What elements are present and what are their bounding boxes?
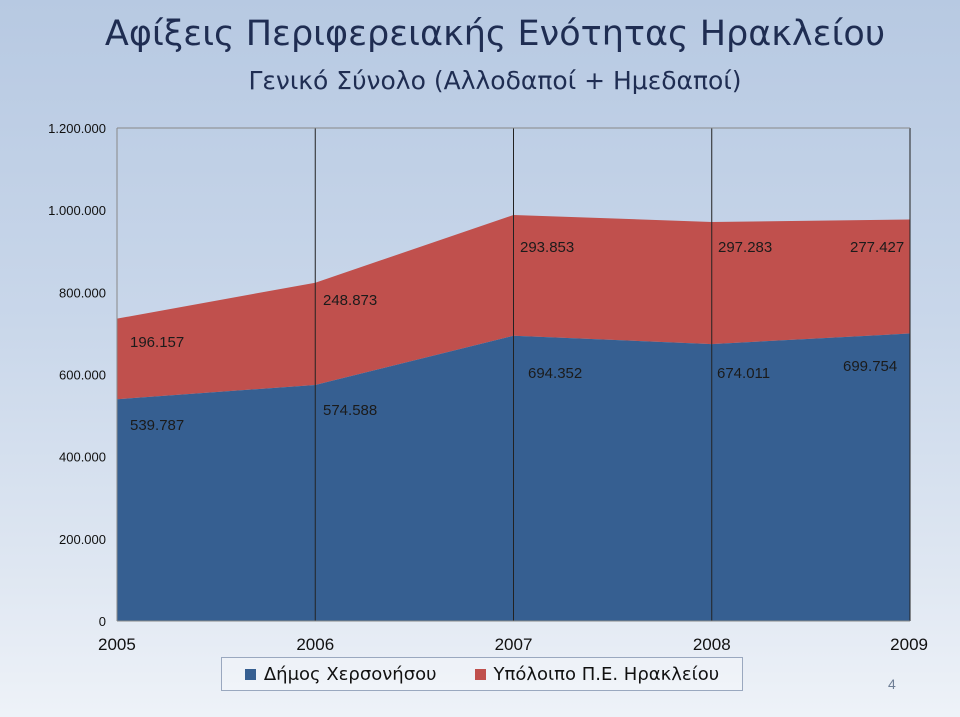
- legend-item-series-1: Δήμος Χερσονήσου: [244, 663, 437, 685]
- data-label-series-2: 196.157: [130, 334, 184, 351]
- data-label-series-2: 277.427: [850, 239, 904, 256]
- data-label-series-2: 297.283: [718, 239, 772, 256]
- data-label-series-1: 674.011: [717, 365, 770, 382]
- data-label-series-2: 248.873: [323, 292, 377, 309]
- legend-swatch-series-1: [244, 668, 256, 680]
- data-label-series-1: 694.352: [528, 365, 582, 382]
- y-tick-label: 600.000: [59, 368, 106, 383]
- y-tick-label: 800.000: [59, 285, 106, 300]
- chart-title: Αφίξεις Περιφερειακής Ενότητας Ηρακλείου: [104, 14, 886, 54]
- legend-swatch-series-2: [474, 668, 486, 680]
- y-tick-label: 200.000: [59, 532, 106, 547]
- chart-legend: Δήμος Χερσονήσου Υπόλοιπο Π.Ε. Ηρακλείου: [221, 657, 743, 691]
- page-number: 4: [888, 676, 896, 692]
- x-tick-label: 2009: [890, 635, 928, 654]
- data-label-series-1: 574.588: [323, 402, 377, 419]
- data-label-series-1: 539.787: [130, 417, 184, 434]
- chart-subtitle: Γενικό Σύνολο (Αλλοδαποί + Ημεδαποί): [248, 66, 742, 95]
- legend-label-series-1: Δήμος Χερσονήσου: [263, 663, 437, 685]
- y-tick-label: 1.200.000: [48, 121, 106, 136]
- x-tick-label: 2007: [495, 635, 533, 654]
- x-tick-label: 2008: [693, 635, 731, 654]
- y-tick-label: 400.000: [59, 450, 106, 465]
- data-label-series-1: 699.754: [843, 358, 897, 375]
- y-tick-label: 1.000.000: [48, 203, 106, 218]
- x-tick-label: 2006: [296, 635, 334, 654]
- legend-label-series-2: Υπόλοιπο Π.Ε. Ηρακλείου: [493, 663, 720, 685]
- legend-item-series-2: Υπόλοιπο Π.Ε. Ηρακλείου: [474, 663, 720, 685]
- y-tick-label: 0: [99, 614, 106, 629]
- x-tick-label: 2005: [98, 635, 136, 654]
- data-label-series-2: 293.853: [520, 239, 574, 256]
